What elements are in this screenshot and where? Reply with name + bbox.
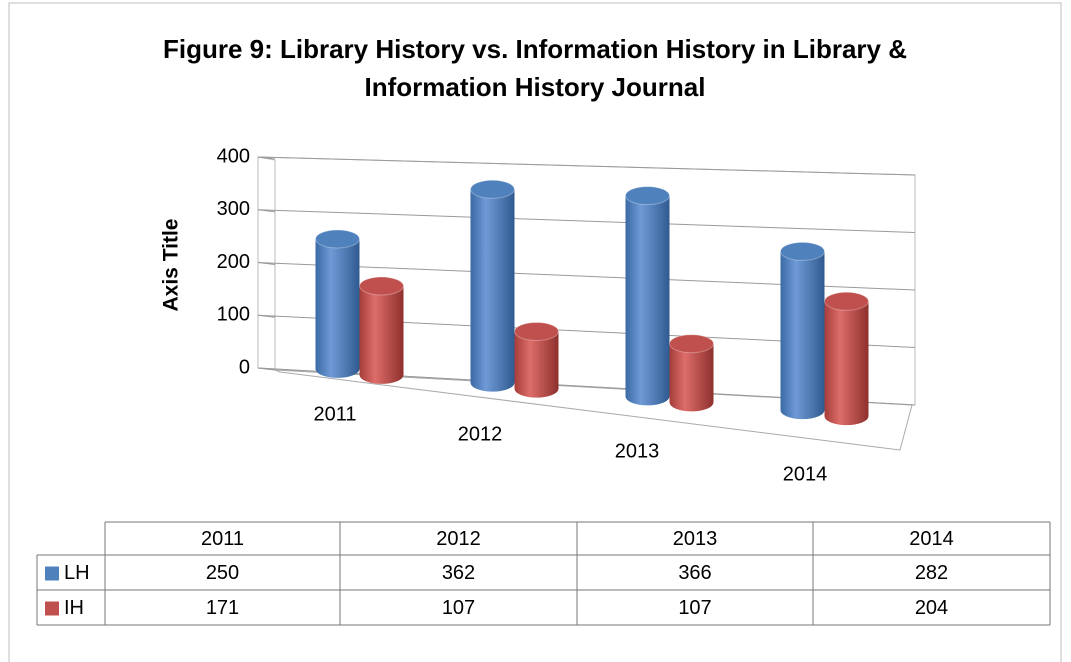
grid-line-side bbox=[257, 156, 276, 160]
table-value: 204 bbox=[915, 597, 948, 619]
y-tick-label: 400 bbox=[217, 145, 250, 167]
x-tick-label: 2013 bbox=[615, 440, 660, 462]
grid-line bbox=[257, 209, 916, 233]
grid-line bbox=[257, 156, 916, 176]
table-value: 366 bbox=[678, 562, 711, 584]
grid-line-side bbox=[257, 209, 276, 213]
bar bbox=[824, 301, 869, 417]
bar bbox=[514, 331, 559, 389]
table-header: 2012 bbox=[436, 528, 481, 550]
table-value: 362 bbox=[442, 562, 475, 584]
table-value: 282 bbox=[915, 562, 948, 584]
y-tick-label: 300 bbox=[217, 198, 250, 220]
y-tick-label: 0 bbox=[239, 356, 250, 378]
chart-title: Figure 9: Library History vs. Informatio… bbox=[162, 34, 908, 102]
table-value: 107 bbox=[678, 597, 711, 619]
table-header: 2011 bbox=[201, 528, 244, 550]
bar-top bbox=[625, 186, 670, 206]
x-tick-label: 2011 bbox=[313, 403, 356, 425]
bar-top bbox=[315, 229, 360, 249]
legend-label: IH bbox=[64, 597, 84, 619]
bar bbox=[780, 251, 825, 411]
table-header: 2014 bbox=[909, 528, 954, 550]
grid-line-side bbox=[257, 314, 276, 318]
legend-label: LH bbox=[64, 562, 90, 584]
bar-top bbox=[669, 334, 714, 354]
legend-swatch bbox=[45, 601, 59, 616]
x-tick-label: 2012 bbox=[458, 423, 503, 445]
table-header: 2013 bbox=[673, 528, 718, 550]
bar bbox=[315, 238, 360, 369]
bar bbox=[669, 343, 714, 403]
y-axis-title: Axis Title bbox=[160, 219, 183, 312]
bar-top bbox=[359, 276, 404, 296]
bar bbox=[359, 286, 404, 375]
bar-top bbox=[780, 241, 825, 261]
bar-top bbox=[470, 179, 515, 199]
bar bbox=[625, 195, 670, 397]
table-value: 250 bbox=[206, 562, 239, 584]
bar bbox=[470, 189, 515, 383]
y-tick-label: 200 bbox=[217, 251, 250, 273]
chart-frame bbox=[8, 2, 1062, 662]
grid-line-side bbox=[257, 367, 276, 371]
table-value: 107 bbox=[442, 597, 475, 619]
table-value: 171 bbox=[206, 597, 239, 619]
legend-swatch bbox=[45, 566, 59, 581]
grid-line-side bbox=[257, 262, 276, 265]
bar-top bbox=[514, 321, 559, 341]
y-tick-label: 100 bbox=[217, 304, 250, 326]
x-tick-label: 2014 bbox=[783, 463, 828, 485]
bar-top bbox=[824, 291, 869, 311]
